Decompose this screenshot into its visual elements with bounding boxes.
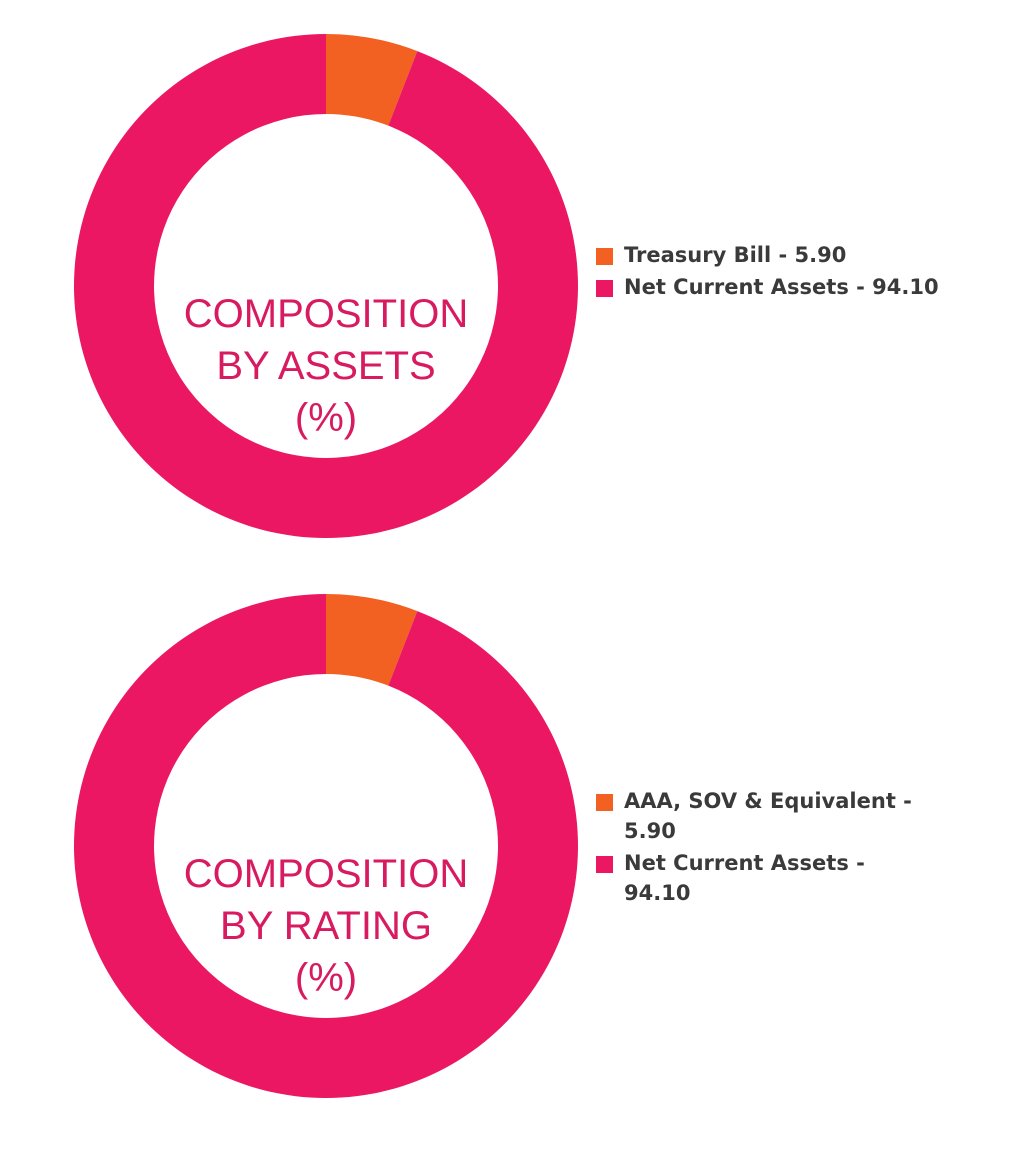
- composition-by-rating-chart: COMPOSITION BY RATING (%) AAA, SOV & Equ…: [0, 560, 1022, 1120]
- assets-title-line-1: COMPOSITION: [183, 292, 469, 336]
- rating-legend: AAA, SOV & Equivalent - 5.90 Net Current…: [596, 786, 926, 910]
- legend-swatch-pink: [596, 856, 613, 873]
- assets-legend: Treasury Bill - 5.90 Net Current Assets …: [596, 240, 956, 304]
- rating-title-line-3: (%): [294, 956, 358, 1000]
- legend-label: Treasury Bill - 5.90: [624, 243, 847, 267]
- donut-slice-net-current-assets: [73, 594, 578, 1098]
- legend-item-aaa-sov-equivalent: AAA, SOV & Equivalent - 5.90: [596, 786, 926, 846]
- legend-item-net-current-assets: Net Current Assets - 94.10: [596, 272, 956, 302]
- legend-label: Net Current Assets - 94.10: [624, 275, 939, 299]
- composition-by-assets-chart: COMPOSITION BY ASSETS (%) Treasury Bill …: [0, 0, 1022, 560]
- assets-title-line-3: (%): [294, 396, 358, 440]
- donut-slice-net-current-assets: [73, 34, 578, 538]
- rating-title-line-2: BY RATING: [220, 904, 432, 948]
- donut-slice-treasury-bill: [326, 34, 418, 126]
- legend-swatch-orange: [596, 248, 613, 265]
- assets-donut-svg: [73, 34, 578, 538]
- legend-item-treasury-bill: Treasury Bill - 5.90: [596, 240, 956, 270]
- legend-item-net-current-assets: Net Current Assets - 94.10: [596, 848, 926, 908]
- legend-swatch-pink: [596, 280, 613, 297]
- donut-slice-aaa-sov-equivalent: [326, 594, 418, 686]
- legend-label: AAA, SOV & Equivalent - 5.90: [624, 789, 912, 843]
- legend-label: Net Current Assets - 94.10: [624, 851, 865, 905]
- rating-title-line-1: COMPOSITION: [183, 852, 469, 896]
- assets-center-title: COMPOSITION BY ASSETS (%): [166, 288, 486, 444]
- rating-center-title: COMPOSITION BY RATING (%): [166, 848, 486, 1004]
- rating-donut-svg: [73, 594, 578, 1098]
- assets-title-line-2: BY ASSETS: [216, 344, 436, 388]
- legend-swatch-orange: [596, 794, 613, 811]
